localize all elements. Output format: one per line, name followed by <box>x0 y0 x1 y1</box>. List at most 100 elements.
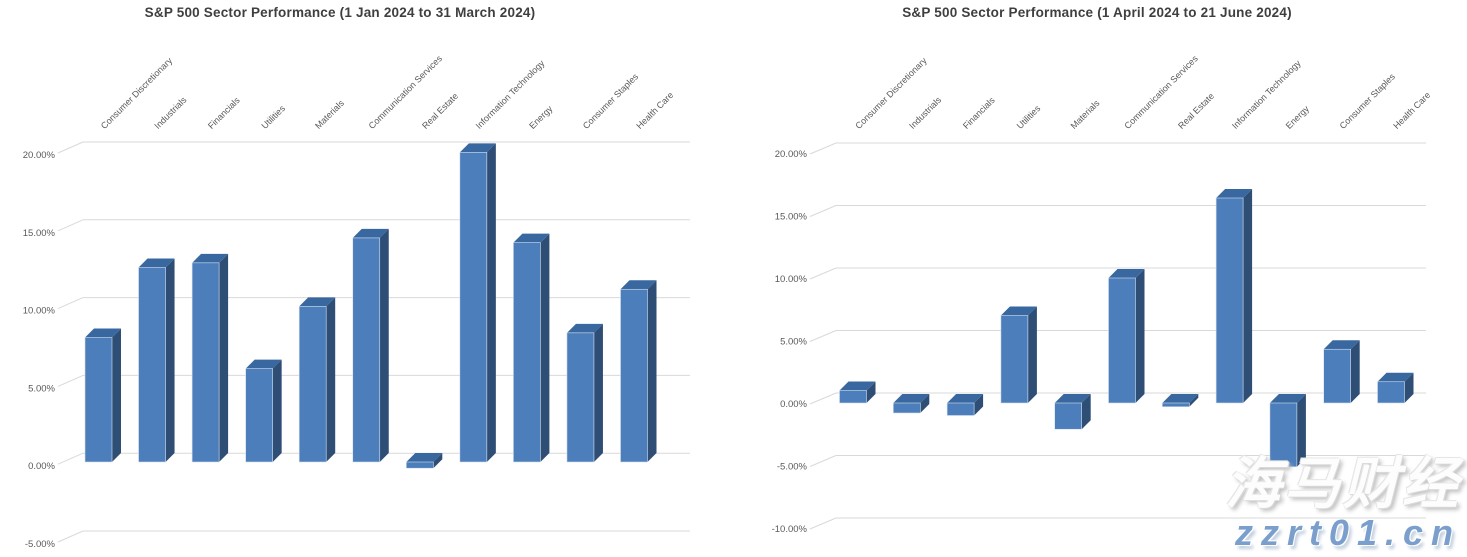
bar-front-face <box>1323 348 1351 404</box>
bar-top-face <box>299 297 336 307</box>
bar-side-face <box>1296 394 1306 467</box>
bar-top-face <box>893 394 930 403</box>
category-label: Utilities <box>1015 103 1043 131</box>
bar-top-face <box>459 143 496 153</box>
category-label: Utilities <box>259 103 287 131</box>
category-label: Industrials <box>152 94 188 130</box>
bar-side-face <box>593 323 603 462</box>
watermark-domain-text: zzrt01.cn <box>1234 512 1461 553</box>
bar-side-face <box>326 297 336 462</box>
chart-q1: 20.00% 15.00% 10.00% 5.00% 0.00% -5.00% Consum… <box>23 53 690 550</box>
bar-front-face <box>1377 381 1405 404</box>
bar-consumer-staples <box>1323 340 1360 404</box>
bar-front-face <box>1000 315 1029 404</box>
gridline-connector <box>809 517 837 530</box>
bar-side-face <box>1135 269 1145 403</box>
y-tick-label: 15.00% <box>775 212 808 223</box>
bar-health-care <box>1377 372 1414 404</box>
watermark-cjk-text: 海马财经 <box>1225 452 1461 515</box>
bar-consumer-discretionary <box>84 328 121 463</box>
bar-front-face <box>566 332 595 463</box>
bar-top-face <box>1054 394 1091 403</box>
bar-utilities <box>1000 306 1037 404</box>
bar-materials <box>1054 394 1091 430</box>
bar-side-face <box>540 233 550 462</box>
gridline-connector <box>57 530 84 543</box>
bar-top-face <box>1162 394 1199 403</box>
bar-top-face <box>1216 189 1253 198</box>
bar-materials <box>298 297 336 463</box>
bar-consumer-staples <box>566 323 603 463</box>
bar-top-face <box>1323 340 1360 350</box>
y-tick-label: 10.00% <box>775 274 808 285</box>
bar-top-face <box>513 233 550 243</box>
category-label: Energy <box>1284 103 1312 131</box>
bar-front-face <box>191 262 220 463</box>
bar-top-face <box>406 453 443 462</box>
bar-financials <box>191 253 229 463</box>
bar-top-face <box>138 258 175 268</box>
bar-top-face <box>1000 306 1037 316</box>
bar-front-face <box>459 152 488 463</box>
gridline-connector <box>57 374 84 387</box>
bar-top-face <box>352 228 389 238</box>
chart-q1-title: S&P 500 Sector Performance (1 Jan 2024 t… <box>144 5 536 20</box>
bar-real-estate <box>1162 394 1199 408</box>
bar-side-face <box>974 394 984 416</box>
bar-communication-services <box>352 228 389 463</box>
bar-industrials <box>892 394 930 414</box>
bar-side-face <box>165 258 175 462</box>
bar-front-face <box>298 306 327 463</box>
category-label: Financials <box>206 95 242 131</box>
gridline-connector <box>809 205 837 217</box>
bar-front-face <box>513 242 541 463</box>
category-label: Materials <box>1069 98 1102 131</box>
bar-front-face <box>620 288 648 463</box>
bar-side-face <box>433 453 443 469</box>
category-label: Health Care <box>1391 90 1432 131</box>
y-tick-label: 0.00% <box>28 461 55 472</box>
bar-top-face <box>839 381 876 391</box>
y-tick-label: 15.00% <box>23 228 56 239</box>
bar-front-face <box>1162 402 1190 408</box>
bar-health-care <box>620 280 657 463</box>
bar-top-face <box>566 323 603 333</box>
category-label: Industrials <box>907 94 943 130</box>
gridline-connector <box>809 392 837 405</box>
bar-front-face <box>946 402 975 416</box>
y-tick-label: 20.00% <box>23 150 56 161</box>
bar-front-face <box>352 237 381 463</box>
y-tick-label: 5.00% <box>28 383 55 394</box>
gridline-connector <box>809 267 837 280</box>
bar-real-estate <box>405 453 443 469</box>
y-tick-label: -10.00% <box>772 524 808 535</box>
bar-energy <box>1269 394 1306 468</box>
bar-front-face <box>839 390 867 404</box>
category-label: Financials <box>961 95 997 131</box>
gridline-connector <box>57 297 84 310</box>
category-label: Health Care <box>634 90 675 131</box>
bar-side-face <box>486 143 496 462</box>
bar-information-technology <box>459 143 496 463</box>
bar-financials <box>946 394 984 416</box>
bar-side-face <box>379 228 389 462</box>
gridline-connector <box>57 219 84 232</box>
bar-front-face <box>1054 402 1082 430</box>
bar-front-face <box>405 461 434 469</box>
bar-side-face <box>1243 189 1253 403</box>
bar-front-face <box>1269 402 1298 468</box>
bar-side-face <box>647 280 657 462</box>
gridline-connector <box>809 142 837 155</box>
bar-side-face <box>1081 394 1091 430</box>
bar-side-face <box>1350 340 1360 403</box>
bar-energy <box>513 233 550 463</box>
bar-top-face <box>620 280 657 290</box>
category-label: Materials <box>313 98 346 131</box>
bar-information-technology <box>1215 189 1253 404</box>
bar-side-face <box>112 328 121 462</box>
bar-utilities <box>245 359 282 463</box>
bar-side-face <box>920 394 930 413</box>
bar-front-face <box>1215 197 1244 404</box>
y-tick-label: 5.00% <box>780 337 807 348</box>
